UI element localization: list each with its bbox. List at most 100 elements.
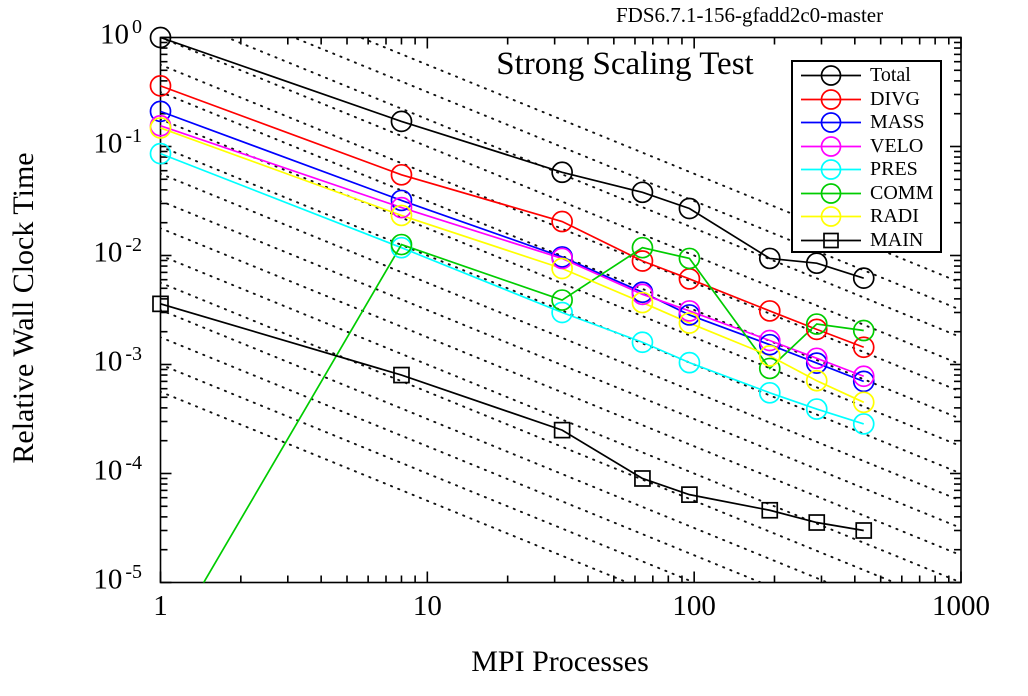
legend-entry-mass: MASS [793,111,940,135]
marker-mass [149,100,172,123]
marker-radi [149,117,172,139]
marker-pres [631,331,654,354]
x-tick-label: 1000 [932,590,990,622]
legend-label: DIVG [870,87,920,110]
marker-velo [390,196,413,219]
guide-line [160,118,961,448]
marker-comm [390,233,413,256]
guide-line [160,281,897,583]
marker-total [758,247,781,270]
series-lines [160,37,865,583]
legend-label: MAIN [870,228,924,251]
guide-line [160,227,961,557]
legend-entry-comm: COMM [793,182,940,206]
legend-marker-main [801,232,861,249]
marker-comm [758,357,781,380]
marker-comm [805,313,828,335]
marker-pres [805,398,828,420]
guide-line [160,390,630,583]
marker-radi [390,204,413,227]
series-markers [149,26,875,539]
guide-line [160,172,961,502]
marker-divg [631,250,654,272]
legend-marker-mass [801,112,861,134]
x-tick-label: 100 [672,590,716,622]
marker-comm [631,236,654,259]
legend-entry-radi: RADI [793,205,940,229]
marker-divg [149,75,172,97]
marker-main [634,470,651,487]
legend-label: RADI [870,205,919,228]
marker-total [390,110,413,133]
marker-pres [852,413,875,435]
legend: Total DIVG MASS VELO PRES COMM RADI MAIN [791,60,942,253]
marker-pres [678,351,701,374]
marker-velo [758,329,781,352]
axes [159,36,962,584]
marker-comm [551,289,573,311]
marker-radi [805,369,828,392]
marker-main [152,295,169,313]
marker-radi [678,312,701,334]
marker-pres [149,142,172,165]
guide-line [224,37,961,339]
marker-divg [390,163,413,186]
marker-mass [852,370,875,393]
marker-pres [758,381,781,404]
series-line-radi [160,127,865,404]
legend-label: MASS [870,111,925,134]
legend-label: COMM [870,181,934,204]
y-tick-label: 10 -5 [93,560,142,596]
marker-main [761,501,779,519]
marker-total [149,26,172,49]
marker-divg [551,210,573,233]
marker-radi [551,257,573,280]
marker-main [553,421,571,439]
marker-main [855,522,873,539]
y-tick-label: 10 -4 [93,451,142,487]
marker-divg [852,336,875,359]
marker-mass [390,189,413,212]
guide-line [160,63,961,393]
legend-marker-pres [801,159,861,181]
guide-line [160,199,961,530]
legend-label: VELO [870,134,924,157]
guide-line [160,254,961,583]
ideal-scaling-guides [160,37,961,583]
legend-label: PRES [870,158,918,181]
legend-entry-main: MAIN [793,229,940,253]
marker-velo [631,283,654,306]
series-line-mass [160,110,865,383]
marker-main [808,514,826,531]
y-tick-label: 10 -1 [93,124,142,160]
marker-total [678,197,701,220]
marker-radi [852,391,875,414]
legend-label: Total [870,64,911,87]
marker-total [551,161,573,184]
x-tick-label: 10 [412,590,442,622]
guide-line [160,37,961,366]
marker-velo [805,347,828,370]
y-tick-label: 10 -2 [93,233,142,269]
series-line-pres [160,152,864,425]
marker-velo [678,300,701,322]
legend-entry-velo: VELO [793,135,940,159]
series-line-main [160,303,864,532]
marker-main [681,486,698,503]
x-axis-label: MPI Processes [471,645,649,678]
marker-pres [551,301,573,324]
marker-total [852,267,875,289]
legend-marker-total [801,65,861,87]
legend-marker-radi [801,206,861,228]
y-tick-label: 10 -3 [93,342,142,378]
marker-comm [852,319,875,342]
guide-line [160,90,961,421]
y-axis-label: Relative Wall Clock Time [7,152,40,464]
legend-entry-pres: PRES [793,158,940,182]
legend-marker-divg [801,88,861,110]
marker-velo [852,365,875,388]
x-tick-label: 1 [153,590,168,622]
marker-comm [678,247,701,270]
